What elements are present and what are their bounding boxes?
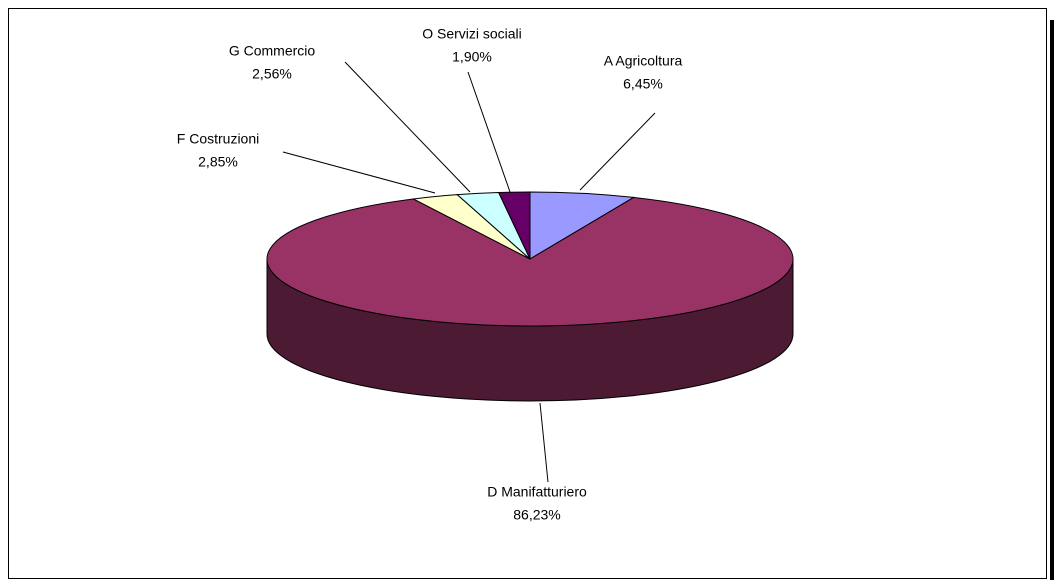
value-label: 2,56%: [252, 66, 292, 82]
slice-label: A Agricoltura: [604, 53, 683, 69]
value-label: 2,85%: [198, 154, 238, 170]
slice-label: O Servizi sociali: [422, 26, 522, 42]
value-label: 86,23%: [513, 507, 560, 523]
slice-label: D Manifatturiero: [487, 484, 587, 500]
pie-slice: [266, 196, 794, 327]
value-label: 1,90%: [452, 49, 492, 65]
leader-line: [344, 61, 471, 193]
leader-line: [467, 71, 511, 193]
slice-label: G Commercio: [229, 43, 316, 59]
edge-bar: [1050, 20, 1054, 580]
leader-line: [579, 112, 656, 191]
leader-line: [282, 151, 436, 194]
value-label: 6,45%: [623, 76, 663, 92]
leader-line: [539, 402, 549, 483]
pie-slice: [497, 191, 531, 260]
slice-label: F Costruzioni: [177, 131, 259, 147]
